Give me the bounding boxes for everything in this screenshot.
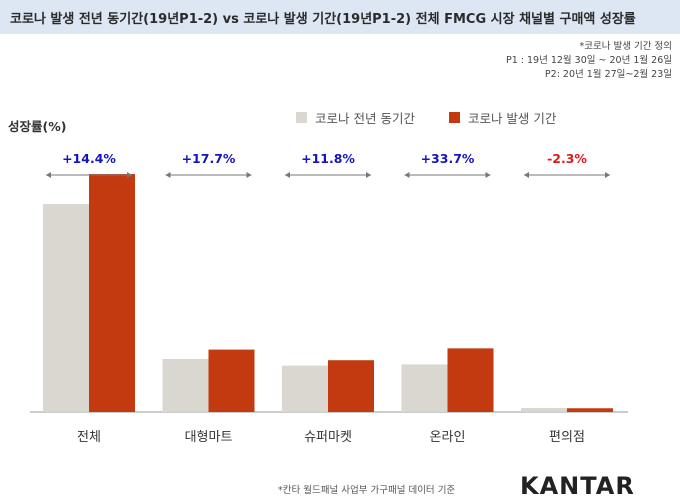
bar-prev-4 [521, 408, 567, 412]
legend-item-covid: 코로나 발생 기간 [448, 108, 557, 127]
bar-covid-4 [567, 408, 613, 412]
legend-swatch-covid [448, 112, 460, 123]
legend-label-covid: 코로나 발생 기간 [467, 111, 557, 126]
growth-label-1: +17.7% [182, 151, 236, 166]
growth-arrowhead-left-3 [404, 172, 410, 178]
bar-prev-2 [282, 365, 328, 412]
growth-arrowhead-left-4 [524, 172, 529, 178]
growth-arrowhead-right-1 [246, 172, 252, 178]
growth-arrowhead-right-2 [366, 172, 371, 178]
bar-prev-1 [162, 358, 209, 412]
growth-arrowhead-right-4 [605, 172, 610, 178]
growth-label-0: +14.4% [62, 151, 116, 166]
legend: 코로나 전년 동기간 코로나 발생 기간 [296, 108, 590, 127]
growth-arrowhead-left-1 [165, 172, 171, 178]
legend-swatch-prev [296, 112, 307, 123]
bar-covid-3 [447, 348, 494, 412]
note-line-1: *코로나 발생 기간 정의 [579, 41, 672, 52]
chart-title: 코로나 발생 전년 동기간(19년P1-2) vs 코로나 발생 기간(19년P… [10, 12, 636, 27]
note-line-2: P1 : 19년 12월 30일 ~ 20년 1월 26일 [505, 55, 672, 66]
legend-label-prev: 코로나 전년 동기간 [315, 111, 415, 126]
bar-prev-3 [401, 364, 448, 412]
growth-arrowhead-right-3 [485, 172, 491, 178]
period-note: *코로나 발생 기간 정의 P1 : 19년 12월 30일 ~ 20년 1월 … [506, 40, 672, 82]
x-tick-label-0: 전체 [77, 430, 101, 445]
x-tick-label-1: 대형마트 [185, 430, 233, 445]
x-tick-label-4: 편의점 [549, 430, 585, 445]
growth-label-4: -2.3% [547, 151, 587, 166]
legend-item-prev: 코로나 전년 동기간 [296, 108, 415, 127]
bar-covid-1 [208, 349, 255, 412]
growth-arrowhead-left-2 [285, 172, 290, 178]
growth-label-3: +33.7% [421, 151, 475, 166]
bar-prev-0 [43, 204, 89, 412]
kantar-logo: KANTAR [520, 472, 635, 500]
note-line-3: P2: 20년 1월 27일~2월 23일 [544, 69, 672, 80]
x-tick-label-2: 슈퍼마켓 [304, 430, 352, 445]
source-note: *칸타 월드패널 사업부 가구패널 데이터 기준 [278, 485, 456, 496]
title-bar: 코로나 발생 전년 동기간(19년P1-2) vs 코로나 발생 기간(19년P… [0, 0, 680, 34]
x-tick-label-3: 온라인 [430, 430, 466, 445]
bar-covid-2 [328, 360, 374, 412]
growth-arrowhead-left-0 [46, 172, 51, 178]
growth-label-2: +11.8% [301, 151, 355, 166]
bar-covid-0 [89, 174, 135, 412]
y-axis-label: 성장률(%) [8, 119, 67, 134]
growth-arrowhead-right-0 [127, 172, 132, 178]
